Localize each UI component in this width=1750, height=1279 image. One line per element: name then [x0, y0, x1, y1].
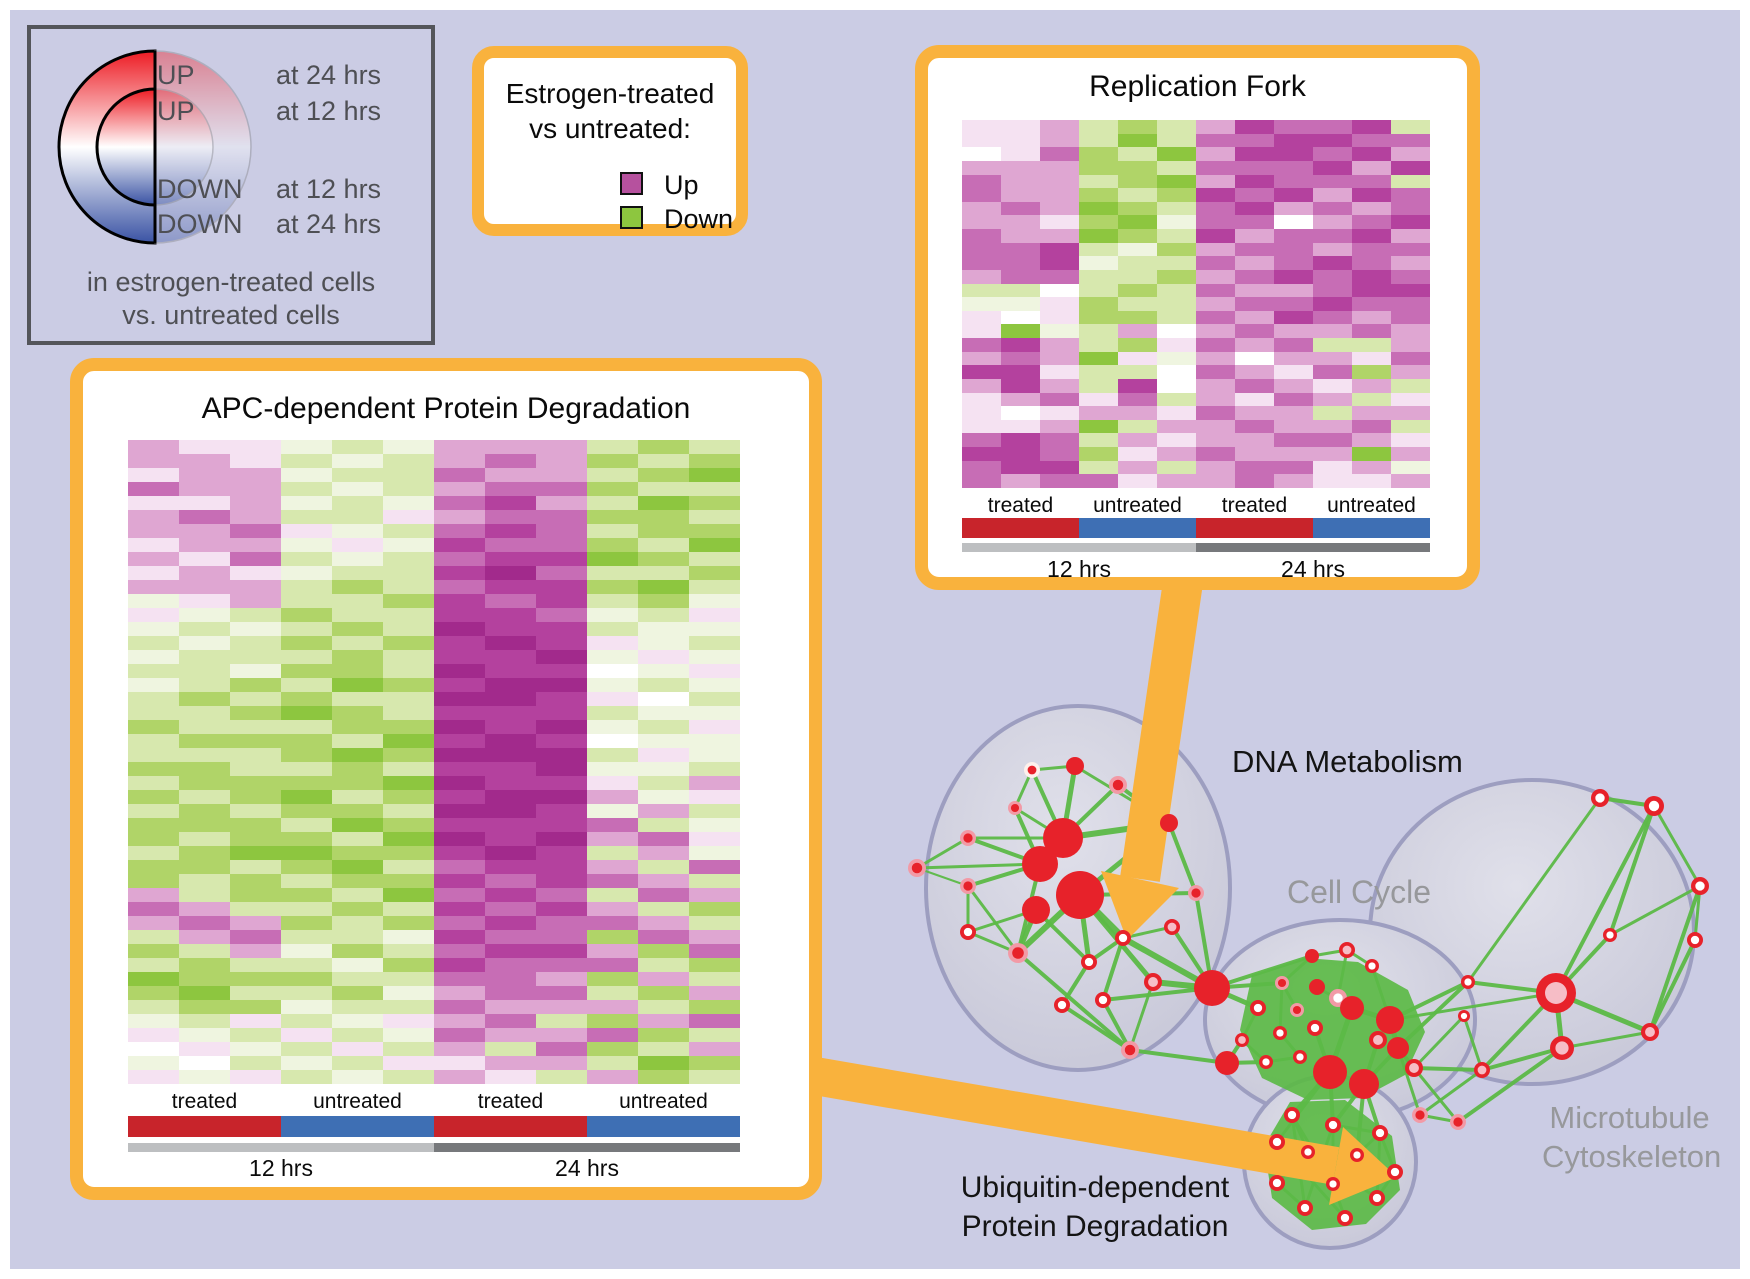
untreated-bar: [281, 1116, 434, 1137]
ubiquitin-degradation-label: Ubiquitin-dependent Protein Degradation: [945, 1168, 1245, 1246]
rf-group-label-3: treated: [1221, 494, 1288, 517]
treated-bar: [1196, 518, 1313, 538]
legend-word: UP: [157, 60, 195, 90]
apc-group-label-1: treated: [171, 1090, 238, 1113]
legend-caption-line2: vs. untreated cells: [122, 300, 340, 330]
apc-group-labels: treated untreated treated untreated: [128, 1090, 740, 1114]
apc-treatment-bar: [128, 1116, 740, 1137]
legend-caption-line1: in estrogen-treated cells: [86, 267, 376, 297]
down-color-swatch: [620, 206, 643, 229]
legend-time: at 12 hrs: [276, 174, 382, 204]
bar-12hrs: [128, 1143, 434, 1152]
replication-fork-title: Replication Fork: [1089, 70, 1306, 103]
bar-24hrs: [434, 1143, 740, 1152]
microtubule-label-line2: Cytoskeleton: [1542, 1139, 1722, 1174]
bar-12hrs: [962, 543, 1196, 552]
ubiquitin-label-line2: Protein Degradation: [961, 1210, 1229, 1243]
legend-word: DOWN: [157, 209, 243, 239]
untreated-bar: [1313, 518, 1430, 538]
rf-24hrs-label: 24 hrs: [1281, 556, 1345, 582]
replication-fork-heatmap: [962, 120, 1430, 488]
dna-metabolism-label: DNA Metabolism: [1232, 744, 1463, 779]
down-label: Down: [664, 204, 734, 234]
cell-cycle-label: Cell Cycle: [1287, 874, 1432, 910]
updown-time-legend: UP at 24 hrs UP at 12 hrs DOWN at 12 hrs…: [27, 25, 435, 345]
rf-time-labels: 12 hrs 24 hrs: [962, 556, 1430, 583]
apc-24hrs-label: 24 hrs: [555, 1155, 619, 1181]
replication-fork-panel: Replication Fork treated untreated treat…: [915, 45, 1480, 590]
estrogen-legend-title: Estrogen-treated vs untreated:: [484, 76, 736, 146]
up-label: Up: [664, 170, 699, 200]
apc-group-label-3: treated: [477, 1090, 544, 1113]
legend-time: at 24 hrs: [276, 209, 382, 239]
apc-degradation-panel: APC-dependent Protein Degradation treate…: [70, 358, 822, 1200]
estrogen-legend-title-line1: Estrogen-treated: [505, 78, 715, 109]
rf-time-bar: [962, 543, 1430, 552]
rf-group-label-4: untreated: [1327, 494, 1416, 517]
apc-heatmap: [128, 440, 740, 1084]
ubiquitin-label-line1: Ubiquitin-dependent: [960, 1171, 1230, 1204]
legend-time: at 12 hrs: [276, 96, 382, 126]
estrogen-legend-title-line2: vs untreated:: [529, 113, 691, 144]
apc-group-label-4: untreated: [619, 1090, 708, 1113]
untreated-bar: [587, 1116, 740, 1137]
treated-bar: [962, 518, 1079, 538]
rf-12hrs-label: 12 hrs: [1047, 556, 1111, 582]
rf-group-label-2: untreated: [1093, 494, 1182, 517]
bar-24hrs: [1196, 543, 1430, 552]
up-color-swatch: [620, 172, 643, 195]
estrogen-updown-legend: Estrogen-treated vs untreated: Up Down: [472, 46, 748, 236]
legend-time: at 24 hrs: [276, 60, 382, 90]
legend-word: DOWN: [157, 174, 243, 204]
apc-group-label-2: untreated: [313, 1090, 402, 1113]
updown-circles-icon: [57, 49, 252, 245]
rf-group-labels: treated untreated treated untreated: [962, 494, 1430, 518]
rf-treatment-bar: [962, 518, 1430, 538]
microtubule-label-line1: Microtubule: [1549, 1100, 1710, 1135]
apc-panel-title: APC-dependent Protein Degradation: [201, 392, 691, 425]
microtubule-cytoskeleton-label: Microtubule Cytoskeleton: [1542, 1098, 1722, 1176]
apc-12hrs-label: 12 hrs: [249, 1155, 313, 1181]
apc-time-bar: [128, 1143, 740, 1152]
rf-group-label-1: treated: [987, 494, 1054, 517]
treated-bar: [434, 1116, 587, 1137]
legend-word: UP: [157, 96, 195, 126]
treated-bar: [128, 1116, 281, 1137]
untreated-bar: [1079, 518, 1196, 538]
apc-time-labels: 12 hrs 24 hrs: [128, 1155, 740, 1182]
